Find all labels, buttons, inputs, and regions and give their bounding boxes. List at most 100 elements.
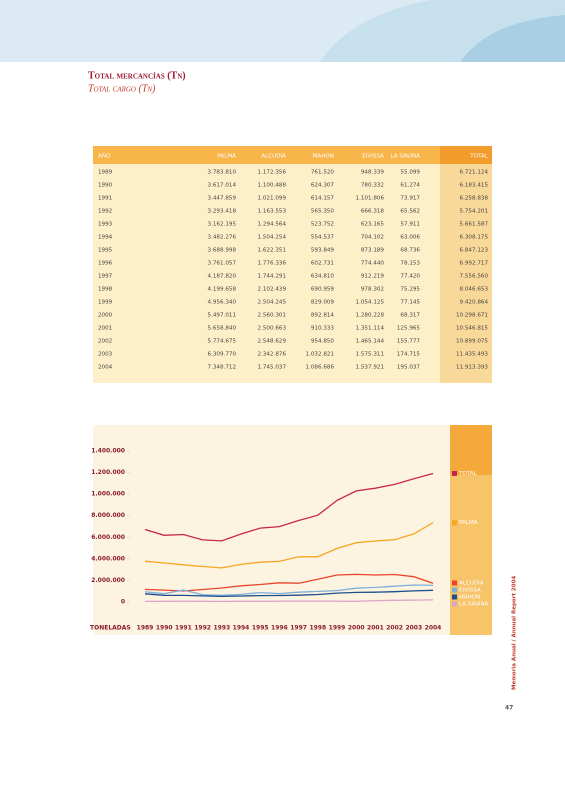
table-cell: 4.187.820 xyxy=(208,274,237,280)
table-cell: 2.102.439 xyxy=(258,287,287,293)
table-cell: 873.189 xyxy=(361,248,385,254)
table-cell: 1994 xyxy=(98,235,113,241)
y-tick-label: 1.200.000 xyxy=(91,469,125,476)
column-header: MAHON xyxy=(313,154,334,160)
table-cell: 125.965 xyxy=(397,326,421,332)
table-cell: 78.153 xyxy=(400,261,420,267)
x-tick-label: 2001 xyxy=(367,625,384,632)
x-tick-label: 1992 xyxy=(194,625,211,632)
table-cell: 8.046.653 xyxy=(460,287,489,293)
table-cell: 554.537 xyxy=(311,235,335,241)
table-cell: 11.435.493 xyxy=(456,352,488,358)
table-cell: 829.009 xyxy=(311,300,335,306)
table-cell: 55.099 xyxy=(400,170,420,176)
column-header: PALMA xyxy=(217,154,236,160)
legend-label: ALCUDIA xyxy=(459,581,484,587)
chart: 0 2.000.000 4.000.000 6.000.000 8.000.000 1.0… xyxy=(90,425,492,635)
table-cell: 1995 xyxy=(98,248,113,254)
y-tick-label: 1.000.000 xyxy=(91,491,125,498)
table-cell: 2.548.629 xyxy=(258,339,287,345)
table-cell: 690.959 xyxy=(311,287,335,293)
x-tick-label: 1999 xyxy=(329,625,346,632)
series-line xyxy=(144,589,434,598)
table-cell: 1.294.564 xyxy=(258,222,287,228)
table-cell: 2002 xyxy=(98,339,112,345)
table-cell: 5.497.011 xyxy=(208,313,237,319)
table-cell: 3.688.998 xyxy=(208,248,237,254)
table-cell: 1.100.488 xyxy=(258,183,287,189)
table-cell: 565.350 xyxy=(311,209,335,215)
table-cell: 1999 xyxy=(98,300,113,306)
table-cell: 1989 xyxy=(98,170,113,176)
legend-swatch xyxy=(452,594,457,600)
x-tick-label: 1990 xyxy=(156,625,173,632)
table-cell: 2004 xyxy=(98,365,113,371)
table-header-total xyxy=(440,146,492,164)
table-cell: 3.447.859 xyxy=(208,196,237,202)
table-cell: 195.037 xyxy=(397,365,421,371)
table: AÑO PALMA ALCUDIA MAHON EIVISSA LA SAVINA TOTA… xyxy=(93,146,492,383)
x-tick-label: 2003 xyxy=(405,625,422,632)
table-cell: 155.777 xyxy=(397,339,421,345)
legend-label: LA SAVINA xyxy=(459,602,489,608)
table-cell: 5.774.675 xyxy=(208,339,237,345)
table-cell: 2000 xyxy=(98,313,113,319)
table-cell: 2.342.876 xyxy=(258,352,287,358)
table-cell: 954.850 xyxy=(311,339,335,345)
table-cell: 912.219 xyxy=(361,274,385,280)
column-header: EIVISSA xyxy=(362,154,384,160)
table-cell: 57.911 xyxy=(400,222,420,228)
table-cell: 4.199.658 xyxy=(208,287,237,293)
table-cell: 68.736 xyxy=(400,248,420,254)
table-cell: 9.420.864 xyxy=(460,300,489,306)
legend-swatch xyxy=(452,520,457,526)
table-cell: 1.575.311 xyxy=(356,352,385,358)
table-cell: 7.348.712 xyxy=(208,365,236,371)
x-tick-label: 1994 xyxy=(233,625,250,632)
table-cell: 6.309.770 xyxy=(208,352,237,358)
table-cell: 77.145 xyxy=(400,300,420,306)
x-tick-label: 1997 xyxy=(290,625,307,632)
table-cell: 63.006 xyxy=(400,235,420,241)
series-line xyxy=(144,573,434,592)
x-tick-label: 1995 xyxy=(252,625,269,632)
table-cell: 593.849 xyxy=(311,248,335,254)
table-cell: 2.500.663 xyxy=(258,326,287,332)
table-cell: 1991 xyxy=(98,196,113,202)
column-header: TOTAL xyxy=(469,154,489,160)
subtitle: Total cargo (Tn) xyxy=(88,83,156,94)
table-cell: 774.440 xyxy=(361,261,385,267)
table-cell: 1.032.821 xyxy=(306,352,335,358)
table-cell: 1.622.351 xyxy=(258,248,287,254)
table-cell: 623.165 xyxy=(361,222,385,228)
legend-label: MAHON xyxy=(459,595,480,601)
y-tick-label: 2.000.000 xyxy=(91,577,125,584)
x-tick-label: 1993 xyxy=(213,625,230,632)
legend-swatch xyxy=(452,587,457,593)
table-cell: 10.546.815 xyxy=(456,326,488,332)
legend-label: PALMA xyxy=(459,520,478,526)
table-cell: 614.157 xyxy=(311,196,335,202)
y-tick-label: 6.000.000 xyxy=(91,534,125,541)
table-cell: 1.163.553 xyxy=(258,209,287,215)
y-tick-label: 8.000.000 xyxy=(91,512,125,519)
table-cell: 3.293.418 xyxy=(208,209,237,215)
table-cell: 602.731 xyxy=(311,261,335,267)
x-tick-label: 1998 xyxy=(309,625,326,632)
table-cell: 1990 xyxy=(98,183,113,189)
table-cell: 1.172.356 xyxy=(258,170,287,176)
table-cell: 624.307 xyxy=(311,183,335,189)
table-cell: 634.810 xyxy=(311,274,335,280)
chart-panel xyxy=(93,425,492,635)
legend-swatch xyxy=(452,601,457,607)
table-cell: 1.465.144 xyxy=(356,339,385,345)
table-cell: 10.298.671 xyxy=(456,313,488,319)
x-tick-label: 2002 xyxy=(386,625,403,632)
table-cell: 910.333 xyxy=(311,326,335,332)
table-cell: 1.744.291 xyxy=(258,274,287,280)
table-cell: 1.086.686 xyxy=(306,365,335,371)
legend-swatch xyxy=(452,580,457,586)
table-cell: 7.556.560 xyxy=(460,274,489,280)
table-cell: 73.917 xyxy=(400,196,420,202)
